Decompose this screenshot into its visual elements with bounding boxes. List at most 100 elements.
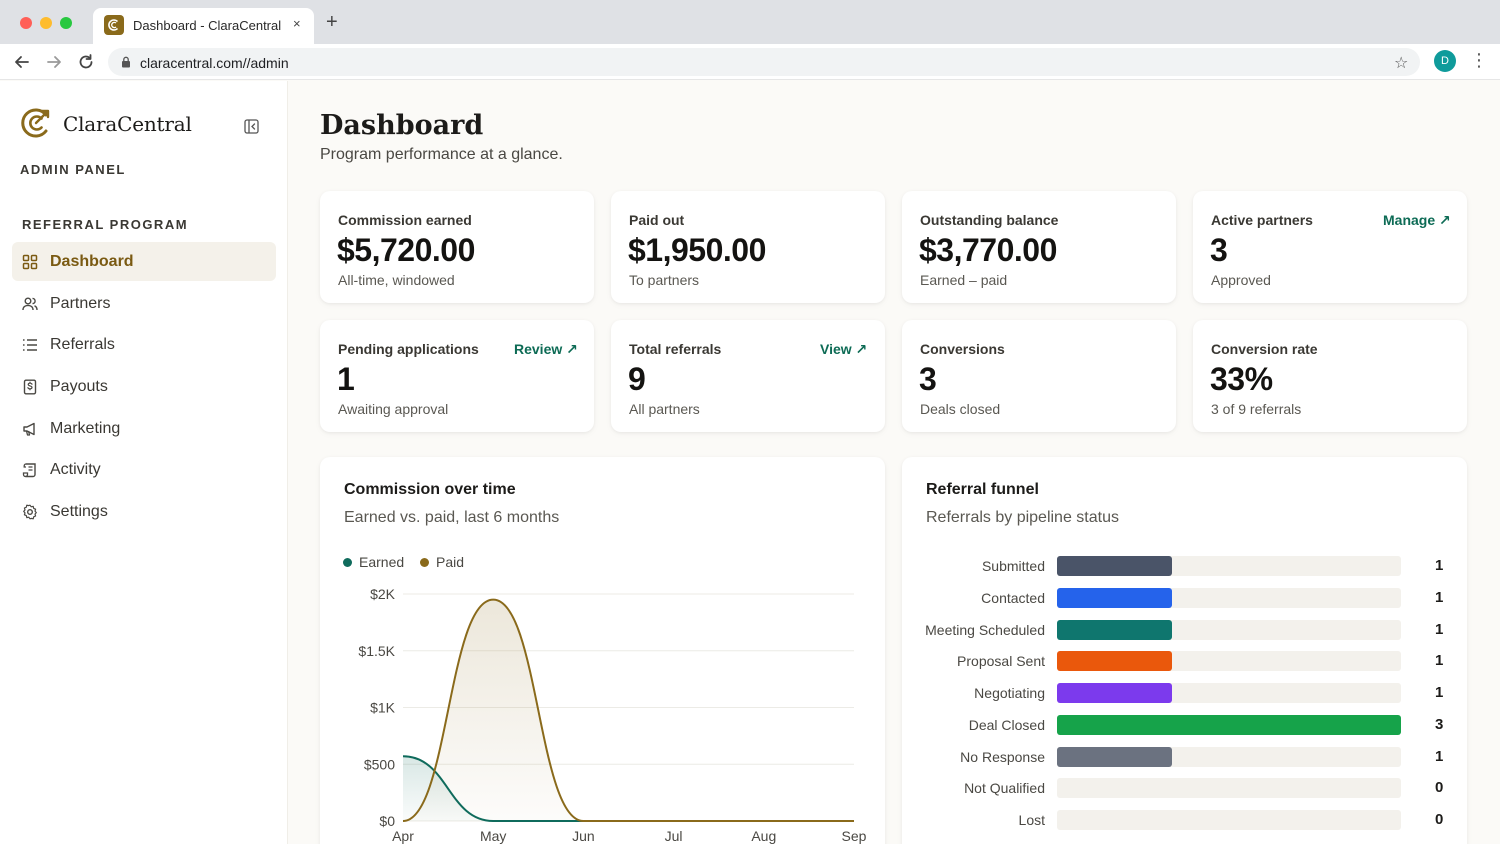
sidebar-item-payouts[interactable]: Payouts [12, 367, 276, 406]
stat-note: All-time, windowed [338, 272, 455, 288]
stat-card-total-referrals: Total referrals View ↗ 9 All partners [611, 320, 885, 432]
stat-card-pending-applications: Pending applications Review ↗ 1 Awaiting… [320, 320, 594, 432]
review-link[interactable]: Review ↗ [514, 341, 578, 357]
panel-title: Commission over time [344, 481, 516, 498]
stat-note: All partners [629, 401, 700, 417]
collapse-sidebar-icon[interactable] [244, 119, 259, 134]
earned-swatch [343, 557, 352, 567]
claracentral-favicon-icon [104, 15, 124, 35]
funnel-bar[interactable] [1057, 556, 1172, 576]
commission-line-chart: $0 $500 $1K $1.5K $2K Apr May Jun Jul Aug Sep [358, 586, 866, 844]
stat-label: Commission earned [338, 212, 472, 228]
sidebar-item-label: Partners [50, 295, 111, 312]
stat-label: Paid out [629, 212, 685, 228]
stat-label: Pending applications [338, 341, 479, 357]
sidebar-item-label: Settings [50, 503, 108, 520]
stat-note: Earned – paid [920, 272, 1008, 288]
y-tick-label: $0 [379, 813, 395, 829]
close-window-button[interactable] [20, 17, 32, 29]
view-link[interactable]: View ↗ [820, 341, 868, 357]
funnel-bar[interactable] [1057, 619, 1172, 640]
gear-icon [23, 504, 37, 520]
stat-value: 9 [628, 361, 646, 397]
x-tick-label: Aug [751, 828, 776, 844]
funnel-label: No Response [960, 748, 1045, 765]
stat-label: Total referrals [629, 341, 722, 357]
sidebar-item-label: Activity [50, 461, 101, 478]
stat-note: To partners [629, 272, 700, 288]
funnel-bar[interactable] [1057, 746, 1172, 767]
x-tick-label: May [480, 828, 506, 844]
back-arrow-icon[interactable] [12, 52, 32, 72]
sidebar-item-label: Referrals [50, 336, 115, 353]
sidebar-item-settings[interactable]: Settings [12, 492, 276, 531]
stat-label: Conversions [920, 341, 1005, 357]
sidebar-item-referrals[interactable]: Referrals [12, 325, 276, 364]
stat-card-outstanding-balance: Outstanding balance $3,770.00 Earned – p… [902, 191, 1176, 303]
x-tick-label: Apr [392, 828, 414, 844]
grid-icon [22, 254, 38, 270]
url-field[interactable]: claracentral.com//admin ☆ [108, 48, 1420, 76]
stat-card-conversions: Conversions 3 Deals closed [902, 320, 1176, 432]
legend-label: Earned [359, 554, 405, 570]
stat-value: 3 [919, 361, 937, 397]
funnel-bar[interactable] [1057, 683, 1172, 703]
page-title: Dashboard [320, 110, 484, 141]
funnel-track [1057, 810, 1401, 830]
new-tab-button[interactable]: + [326, 11, 338, 33]
funnel-track [1057, 619, 1401, 640]
commission-chart-panel: Commission over time Earned vs. paid, la… [320, 457, 885, 844]
legend-earned[interactable]: Earned [343, 554, 404, 570]
paid-swatch [420, 557, 429, 567]
reload-icon[interactable] [76, 52, 96, 72]
profile-avatar[interactable]: D [1434, 50, 1456, 72]
tab-close-icon[interactable]: × [293, 16, 301, 31]
y-tick-label: $1.5K [358, 643, 395, 659]
funnel-count: 0 [1435, 779, 1444, 797]
stat-label: Conversion rate [1211, 341, 1318, 357]
referral-funnel-panel: Referral funnel Referrals by pipeline st… [902, 457, 1467, 844]
funnel-bar[interactable] [1057, 587, 1172, 608]
manage-link[interactable]: Manage ↗ [1383, 212, 1451, 228]
stat-label: Outstanding balance [920, 212, 1059, 228]
funnel-track [1057, 651, 1401, 672]
megaphone-icon [23, 422, 35, 436]
funnel-track [1057, 714, 1401, 735]
browser-tab[interactable]: Dashboard - ClaraCentral × [93, 8, 314, 44]
users-icon [22, 297, 38, 311]
funnel-count: 1 [1435, 620, 1444, 638]
sidebar-item-label: Payouts [50, 378, 108, 395]
funnel-bar[interactable] [1057, 714, 1401, 735]
funnel-label: Contacted [981, 589, 1045, 606]
forward-arrow-icon[interactable] [44, 52, 64, 72]
sidebar-item-dashboard[interactable]: Dashboard [12, 242, 276, 281]
sidebar-item-label: Marketing [50, 420, 121, 437]
stat-card-conversion-rate: Conversion rate 33% 3 of 9 referrals [1193, 320, 1467, 432]
stat-value: $3,770.00 [919, 232, 1057, 268]
brand-name[interactable]: ClaraCentral [63, 112, 192, 136]
sidebar-item-marketing[interactable]: Marketing [12, 409, 276, 448]
funnel-count: 1 [1435, 747, 1444, 765]
legend-paid[interactable]: Paid [420, 554, 464, 570]
claracentral-logo-icon[interactable] [20, 107, 52, 139]
sidebar-item-partners[interactable]: Partners [12, 284, 276, 323]
stat-note: Deals closed [920, 401, 1001, 417]
maximize-window-button[interactable] [60, 17, 72, 29]
x-tick-label: Jun [572, 828, 595, 844]
address-bar-row: claracentral.com//admin ☆ D ⋮ [0, 44, 1500, 80]
funnel-label: Negotiating [974, 685, 1045, 701]
bookmark-star-icon[interactable]: ☆ [1394, 55, 1409, 72]
funnel-bar[interactable] [1057, 651, 1172, 672]
funnel-track [1057, 683, 1401, 703]
sidebar-item-activity[interactable]: Activity [12, 450, 276, 489]
y-tick-label: $1K [370, 700, 396, 716]
funnel-count: 1 [1435, 557, 1444, 574]
browser-menu-icon[interactable]: ⋮ [1470, 50, 1488, 70]
minimize-window-button[interactable] [40, 17, 52, 29]
referral-program-label: REFERRAL PROGRAM [22, 217, 189, 232]
funnel-track [1057, 746, 1401, 767]
funnel-track [1057, 778, 1401, 799]
stat-value: 33% [1210, 361, 1273, 397]
funnel-track [1057, 556, 1401, 576]
panel-subtitle: Referrals by pipeline status [926, 509, 1119, 526]
